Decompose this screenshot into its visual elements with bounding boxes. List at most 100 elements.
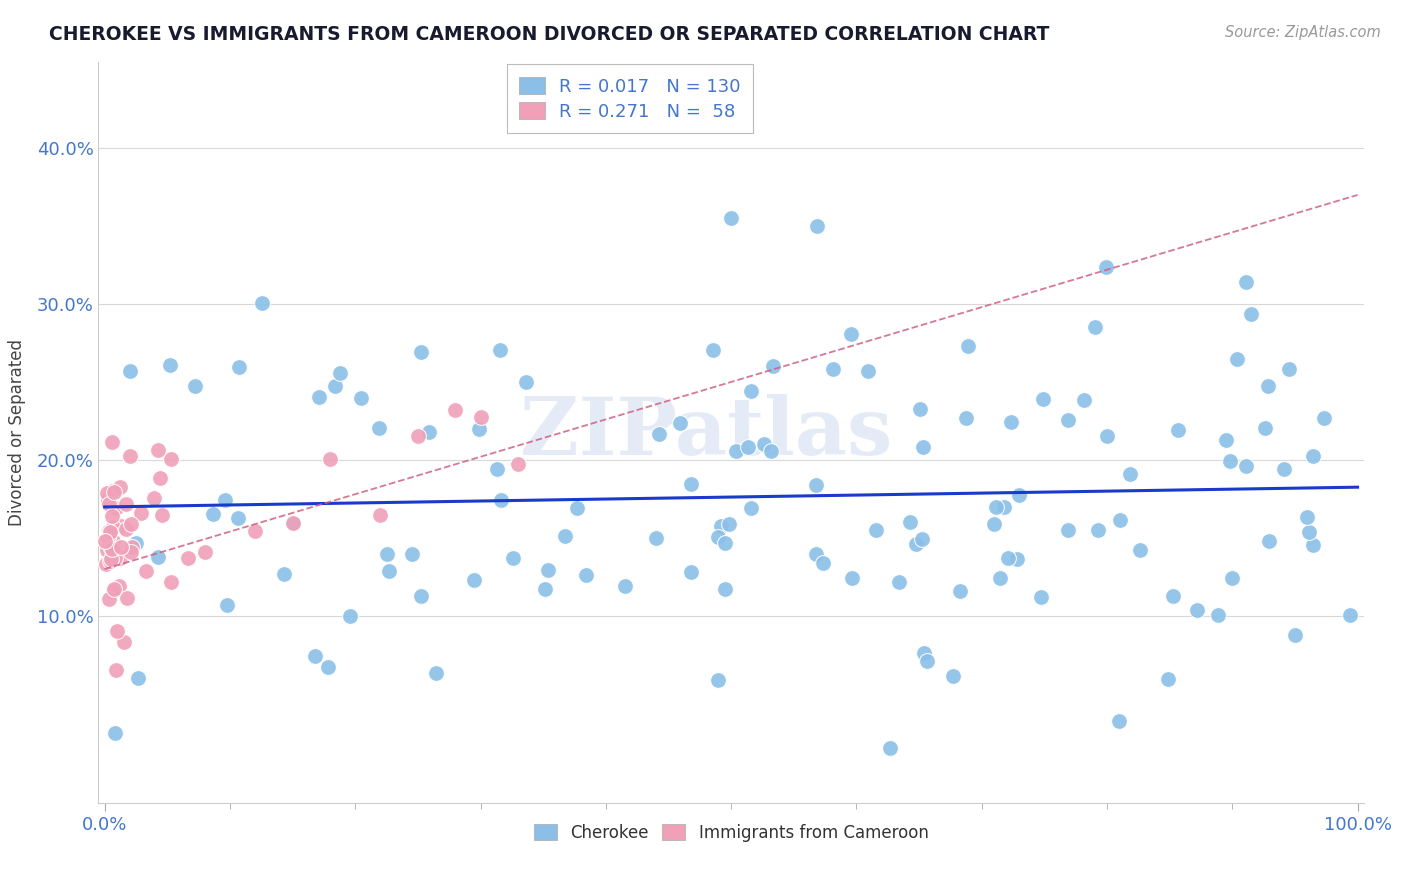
Point — [121, 540, 143, 554]
Point — [915, 654, 938, 668]
Point — [1032, 392, 1054, 406]
Point — [1302, 449, 1324, 463]
Point — [1254, 421, 1277, 435]
Point — [101, 534, 124, 549]
Point — [1167, 424, 1189, 438]
Point — [1057, 523, 1080, 537]
Point — [98, 524, 121, 539]
Point — [101, 484, 124, 499]
Point — [702, 343, 724, 357]
Point — [942, 669, 965, 683]
Point — [804, 478, 827, 492]
Point — [143, 491, 166, 506]
Point — [988, 571, 1011, 585]
Point — [215, 598, 238, 612]
Point — [120, 449, 142, 463]
Point — [112, 635, 135, 649]
Point — [308, 390, 330, 404]
Point — [489, 343, 512, 358]
Text: Source: ZipAtlas.com: Source: ZipAtlas.com — [1225, 25, 1381, 40]
Point — [957, 339, 980, 353]
Legend: Cherokee, Immigrants from Cameroon: Cherokee, Immigrants from Cameroon — [526, 815, 936, 850]
Point — [281, 516, 304, 530]
Point — [737, 441, 759, 455]
Point — [904, 537, 927, 551]
Point — [1298, 525, 1320, 540]
Point — [1157, 672, 1180, 686]
Point — [94, 534, 117, 549]
Point — [759, 444, 782, 458]
Point — [120, 545, 142, 559]
Point — [252, 296, 274, 310]
Point — [98, 554, 121, 568]
Point — [135, 564, 157, 578]
Point — [101, 541, 124, 556]
Point — [409, 589, 432, 603]
Point — [1008, 488, 1031, 502]
Point — [214, 492, 236, 507]
Point — [983, 517, 1005, 532]
Point — [129, 507, 152, 521]
Point — [377, 547, 399, 561]
Point — [115, 497, 138, 511]
Point — [319, 452, 342, 467]
Point — [177, 551, 200, 566]
Point — [515, 375, 537, 389]
Text: ZIPatlas: ZIPatlas — [520, 393, 891, 472]
Point — [350, 391, 373, 405]
Point — [368, 421, 391, 435]
Point — [97, 493, 120, 508]
Point — [823, 361, 845, 376]
Point — [120, 517, 142, 532]
Point — [644, 531, 666, 545]
Point — [1258, 533, 1281, 548]
Point — [1284, 627, 1306, 641]
Point — [1226, 352, 1249, 367]
Point — [1031, 590, 1053, 604]
Point — [228, 359, 250, 374]
Point — [103, 485, 125, 500]
Point — [984, 500, 1007, 514]
Point — [468, 422, 491, 436]
Point — [718, 517, 741, 532]
Point — [1215, 434, 1237, 448]
Point — [485, 462, 508, 476]
Point — [806, 219, 828, 233]
Point — [707, 530, 730, 544]
Point — [1257, 378, 1279, 392]
Point — [108, 580, 131, 594]
Point — [226, 510, 249, 524]
Point — [1129, 543, 1152, 558]
Point — [1005, 552, 1028, 566]
Point — [98, 524, 121, 538]
Point — [1119, 467, 1142, 481]
Point — [101, 434, 124, 449]
Point — [1313, 410, 1336, 425]
Point — [98, 497, 121, 511]
Point — [489, 493, 512, 508]
Point — [1222, 571, 1244, 585]
Point — [614, 579, 637, 593]
Point — [120, 364, 142, 378]
Point — [444, 402, 467, 417]
Point — [94, 557, 117, 571]
Point — [997, 550, 1019, 565]
Point — [108, 551, 131, 566]
Point — [273, 566, 295, 581]
Point — [97, 592, 120, 607]
Point — [105, 500, 128, 515]
Point — [1073, 393, 1095, 408]
Point — [865, 523, 887, 537]
Point — [159, 358, 181, 372]
Point — [679, 477, 702, 491]
Point — [740, 384, 762, 399]
Point — [1108, 714, 1130, 728]
Point — [103, 520, 125, 534]
Point — [1339, 608, 1361, 623]
Point — [707, 673, 730, 687]
Point — [911, 441, 934, 455]
Point — [470, 409, 492, 424]
Point — [150, 508, 173, 522]
Point — [108, 480, 131, 494]
Point — [720, 211, 742, 226]
